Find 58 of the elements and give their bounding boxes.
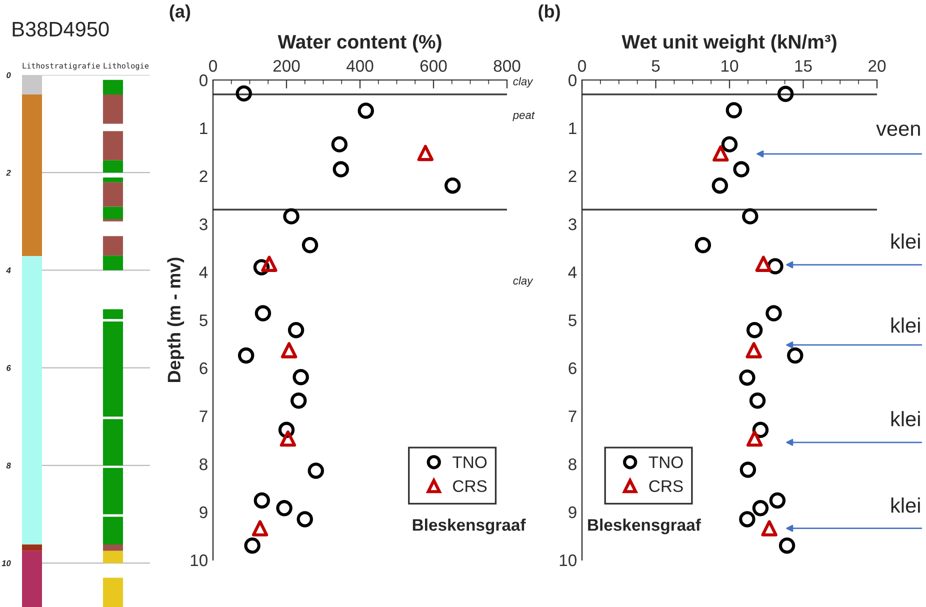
y-tick-label: 7 [200, 410, 208, 422]
y-tick-label: 7 [568, 410, 576, 422]
y-tick-label: 4 [6, 268, 11, 274]
y-tick-label: 1 [569, 122, 576, 134]
y-axis-title: Depth (m - mv) [167, 258, 184, 382]
x-tick-label: 10 [722, 60, 738, 72]
x-tick-label: 200 [273, 60, 300, 72]
y-tick-label: 8 [568, 458, 576, 470]
y-tick-label: 5 [568, 314, 576, 326]
y-tick-label: 4 [568, 266, 577, 278]
y-tick-label: 8 [200, 458, 208, 470]
x-tick-label: 800 [494, 60, 520, 72]
y-tick-label: 6 [200, 362, 208, 374]
y-tick-label: 0 [568, 74, 576, 86]
y-tick-label: 10 [190, 554, 208, 566]
text: klei [891, 233, 920, 249]
y-tick-label: 4 [199, 266, 208, 278]
text: clay [513, 77, 534, 88]
y-tick-label: 3 [568, 218, 576, 230]
annotation: Bleskensgraaf [588, 518, 701, 534]
x-tick-label: 400 [346, 60, 374, 72]
y-tick-label: 6 [568, 362, 576, 374]
chart-title: B38D4950 [12, 22, 109, 37]
y-tick-label: 0 [200, 74, 208, 86]
annotation: Bleskensgraaf [412, 518, 526, 534]
chart-title: (a) [170, 4, 190, 22]
legend-label: CRS [453, 480, 487, 492]
text: klei [891, 497, 920, 513]
y-tick-label: 5 [200, 314, 208, 326]
x-tick-label: 0 [578, 60, 586, 72]
x-tick-label: 5 [652, 60, 660, 72]
y-tick-label: 10 [2, 560, 11, 566]
legend-label: CRS [649, 480, 683, 492]
x-tick-label: 0 [209, 60, 217, 72]
y-tick-label: 2 [200, 170, 208, 182]
text: peat [512, 112, 535, 122]
y-tick-label: 3 [200, 218, 208, 230]
legend-label: TNO [648, 456, 683, 468]
x-tick-label: 600 [420, 60, 447, 72]
y-tick-label: 1 [200, 122, 208, 134]
y-tick-label: 0 [6, 72, 11, 78]
x-axis-title: Wet unit weight (kN/m³) [622, 34, 836, 53]
x-axis-title: Water content (%) [278, 34, 442, 53]
y-tick-label: 6 [6, 365, 11, 371]
y-tick-label: 9 [568, 506, 576, 518]
y-tick-label: 8 [6, 462, 11, 469]
text: klei [891, 317, 920, 333]
y-tick-label: 2 [568, 170, 576, 182]
text: klei [891, 411, 920, 426]
text: clay [513, 276, 534, 287]
y-tick-label: 2 [6, 170, 11, 176]
legend-label: TNO [452, 456, 487, 468]
x-tick-label: 20 [868, 60, 886, 72]
chart-title: (b) [538, 4, 560, 22]
y-tick-label: 10 [560, 554, 576, 566]
annotation: veen [876, 124, 920, 136]
x-tick-label: 15 [795, 60, 812, 72]
y-tick-label: 9 [200, 506, 208, 518]
